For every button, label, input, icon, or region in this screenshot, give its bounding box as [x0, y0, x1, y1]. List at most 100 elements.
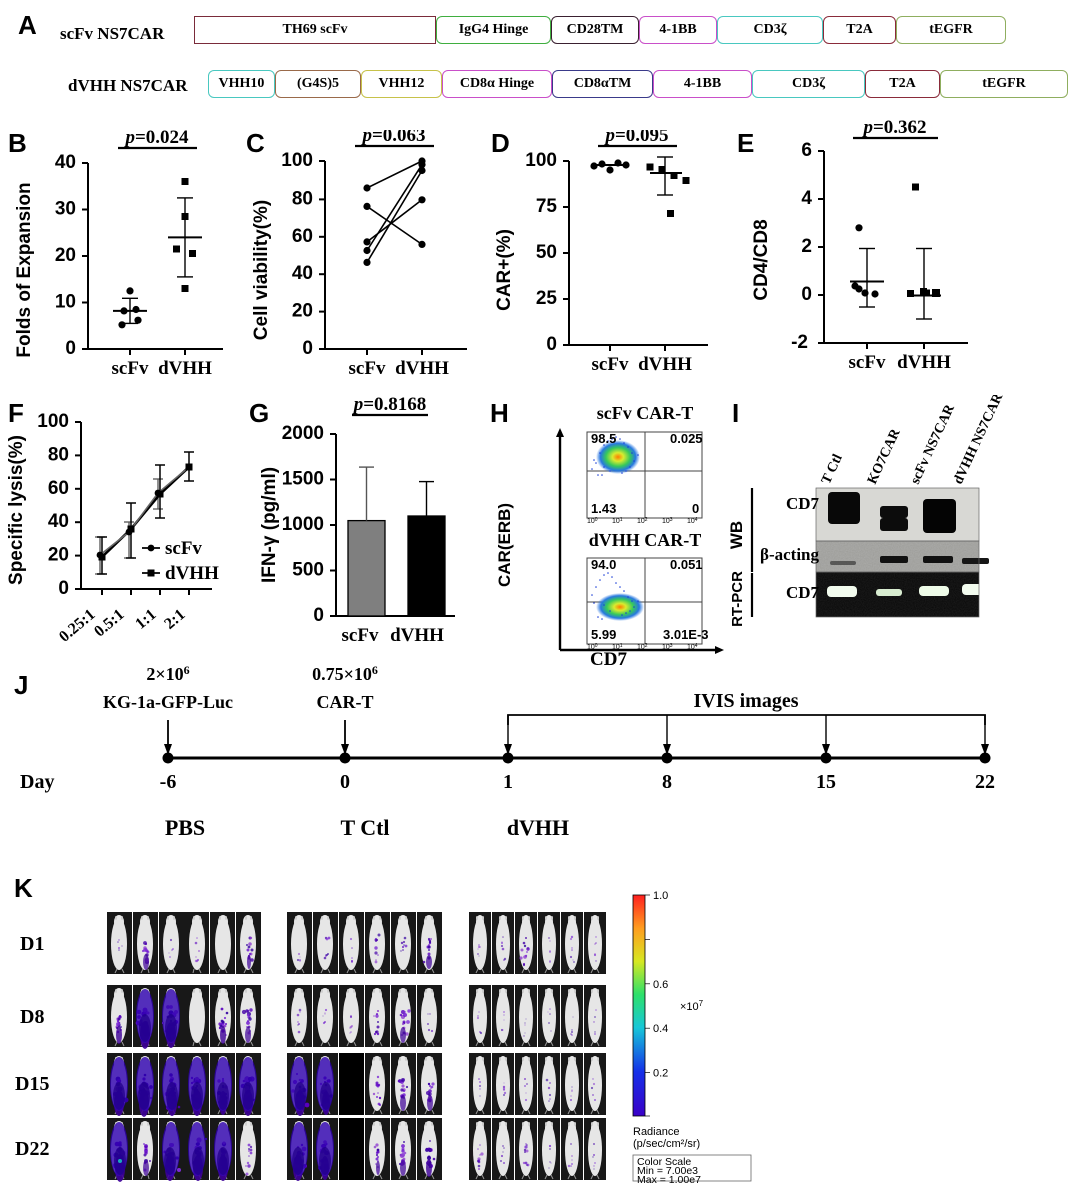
svg-text:β-acting: β-acting: [760, 545, 820, 564]
svg-text:0: 0: [546, 334, 557, 355]
svg-text:6: 6: [801, 140, 812, 161]
svg-text:0.051: 0.051: [670, 557, 703, 572]
svg-text:dVHH: dVHH: [165, 563, 219, 584]
svg-text:0: 0: [302, 338, 313, 359]
svg-text:D1: D1: [20, 933, 44, 955]
svg-text:20: 20: [292, 301, 313, 322]
svg-text:p=0.063: p=0.063: [360, 130, 425, 146]
svg-text:0.4: 0.4: [653, 1023, 668, 1035]
svg-text:CAR(ERB): CAR(ERB): [495, 503, 514, 587]
svg-text:1:1: 1:1: [132, 606, 159, 633]
svg-text:KO7CAR: KO7CAR: [865, 426, 904, 487]
svg-text:p=0.095: p=0.095: [603, 130, 668, 146]
svg-text:IFN-γ (pg/ml): IFN-γ (pg/ml): [259, 467, 280, 583]
svg-text:2: 2: [801, 236, 812, 257]
svg-text:5.99: 5.99: [591, 627, 616, 642]
svg-text:KG-1a-GFP-Luc: KG-1a-GFP-Luc: [103, 692, 233, 712]
svg-text:50: 50: [536, 242, 557, 263]
svg-text:102: 102: [637, 517, 648, 525]
svg-text:20: 20: [55, 245, 76, 266]
svg-text:80: 80: [48, 444, 69, 465]
svg-text:104: 104: [687, 517, 698, 525]
svg-text:dVHH: dVHH: [158, 358, 212, 379]
svg-text:scFv: scFv: [165, 538, 202, 559]
svg-text:22: 22: [975, 771, 995, 793]
svg-text:15: 15: [816, 771, 836, 793]
svg-text:Cell viability(%): Cell viability(%): [251, 200, 272, 340]
svg-text:Specific lysis(%): Specific lysis(%): [6, 435, 27, 585]
svg-text:60: 60: [292, 226, 313, 247]
svg-text:60: 60: [48, 478, 69, 499]
svg-text:scFv: scFv: [112, 358, 149, 379]
svg-text:100: 100: [37, 411, 69, 432]
svg-text:1: 1: [503, 771, 513, 793]
svg-text:2×106: 2×106: [146, 665, 189, 684]
svg-text:4: 4: [801, 188, 812, 209]
svg-text:-6: -6: [160, 771, 177, 793]
svg-text:RT-PCR: RT-PCR: [730, 571, 746, 627]
svg-text:scFv CAR-T: scFv CAR-T: [597, 403, 694, 423]
svg-text:Folds of Expansion: Folds of Expansion: [14, 182, 35, 357]
svg-text:103: 103: [662, 517, 673, 525]
svg-text:100: 100: [281, 150, 313, 171]
svg-text:CD7: CD7: [786, 494, 820, 513]
svg-text:75: 75: [536, 196, 558, 217]
svg-text:scFv NS7CAR: scFv NS7CAR: [908, 402, 958, 487]
svg-text:CAR+(%): CAR+(%): [494, 229, 515, 311]
svg-text:101: 101: [612, 517, 623, 525]
svg-text:D15: D15: [15, 1073, 49, 1095]
svg-text:(p/sec/cm²/sr): (p/sec/cm²/sr): [633, 1138, 700, 1150]
svg-text:2:1: 2:1: [161, 606, 188, 633]
svg-text:CAR-T: CAR-T: [317, 692, 374, 712]
svg-text:98.5: 98.5: [591, 431, 616, 446]
svg-text:dVHH: dVHH: [638, 354, 692, 375]
svg-text:CD7: CD7: [590, 649, 627, 665]
svg-text:0: 0: [313, 605, 324, 626]
svg-text:25: 25: [536, 288, 558, 309]
svg-text:40: 40: [292, 263, 313, 284]
svg-text:0: 0: [58, 578, 69, 599]
svg-text:0: 0: [340, 771, 350, 793]
svg-text:2000: 2000: [282, 423, 324, 444]
svg-text:40: 40: [48, 511, 69, 532]
svg-text:8: 8: [662, 771, 672, 793]
svg-text:Day: Day: [20, 771, 54, 793]
svg-text:0.6: 0.6: [653, 979, 668, 991]
svg-text:0.2: 0.2: [653, 1068, 668, 1080]
svg-text:dVHH: dVHH: [395, 358, 449, 379]
svg-text:500: 500: [292, 560, 324, 581]
svg-text:CD7: CD7: [786, 583, 820, 602]
svg-text:0.75×106: 0.75×106: [312, 665, 378, 684]
svg-text:Max = 1.00e7: Max = 1.00e7: [637, 1174, 701, 1186]
svg-text:0.5:1: 0.5:1: [91, 606, 127, 640]
svg-text:100: 100: [587, 517, 598, 525]
svg-text:-2: -2: [791, 332, 808, 353]
svg-text:T Ctl: T Ctl: [340, 815, 389, 840]
svg-text:20: 20: [48, 545, 69, 566]
svg-text:p=0.8168: p=0.8168: [352, 395, 427, 415]
svg-text:PBS: PBS: [165, 815, 205, 840]
svg-text:×107: ×107: [680, 999, 704, 1013]
svg-text:IVIS images: IVIS images: [693, 690, 798, 712]
svg-text:0: 0: [801, 284, 812, 305]
svg-text:0.025: 0.025: [670, 431, 703, 446]
svg-text:10: 10: [55, 292, 76, 313]
svg-text:D8: D8: [20, 1006, 44, 1028]
svg-text:p=0.024: p=0.024: [123, 130, 189, 148]
svg-text:scFv: scFv: [592, 354, 629, 375]
svg-text:Radiance: Radiance: [633, 1126, 679, 1138]
svg-text:1.43: 1.43: [591, 501, 616, 516]
svg-text:D22: D22: [15, 1138, 49, 1160]
svg-text:1500: 1500: [282, 469, 324, 490]
svg-text:0: 0: [692, 501, 699, 516]
svg-text:scFv: scFv: [342, 625, 379, 646]
svg-text:0: 0: [65, 338, 76, 359]
svg-text:WB: WB: [730, 521, 746, 549]
svg-text:94.0: 94.0: [591, 557, 616, 572]
svg-text:80: 80: [292, 188, 313, 209]
svg-text:40: 40: [55, 152, 76, 173]
svg-text:dVHH: dVHH: [897, 352, 951, 373]
svg-text:dVHH NS7CAR: dVHH NS7CAR: [951, 395, 1007, 487]
svg-text:CD4/CD8: CD4/CD8: [751, 219, 772, 300]
svg-text:3.01E-3: 3.01E-3: [663, 627, 709, 642]
